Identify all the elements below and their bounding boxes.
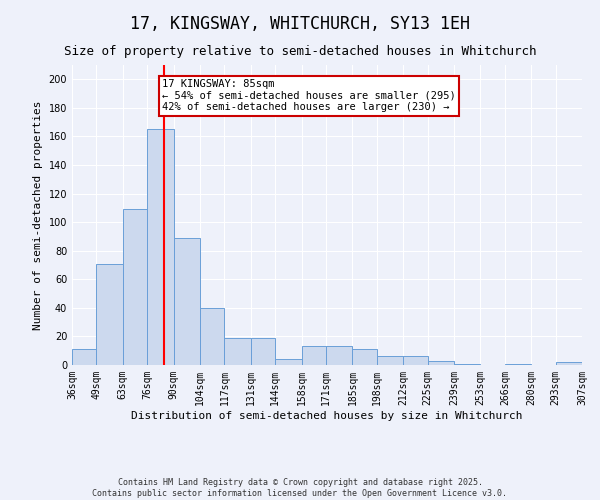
Bar <box>428 360 454 365</box>
Text: 17 KINGSWAY: 85sqm
← 54% of semi-detached houses are smaller (295)
42% of semi-d: 17 KINGSWAY: 85sqm ← 54% of semi-detache… <box>163 80 456 112</box>
Bar <box>275 360 302 365</box>
Bar <box>326 346 352 365</box>
Bar <box>352 350 377 365</box>
Bar <box>224 338 251 365</box>
X-axis label: Distribution of semi-detached houses by size in Whitchurch: Distribution of semi-detached houses by … <box>131 410 523 420</box>
Bar <box>72 350 97 365</box>
Bar <box>556 362 582 365</box>
Bar <box>377 356 403 365</box>
Bar <box>200 308 224 365</box>
Text: 17, KINGSWAY, WHITCHURCH, SY13 1EH: 17, KINGSWAY, WHITCHURCH, SY13 1EH <box>130 15 470 33</box>
Bar <box>505 364 531 365</box>
Bar <box>454 364 481 365</box>
Bar <box>97 264 123 365</box>
Y-axis label: Number of semi-detached properties: Number of semi-detached properties <box>33 100 43 330</box>
Bar <box>147 130 173 365</box>
Bar <box>403 356 428 365</box>
Text: Size of property relative to semi-detached houses in Whitchurch: Size of property relative to semi-detach… <box>64 45 536 58</box>
Bar <box>123 210 147 365</box>
Bar <box>173 238 200 365</box>
Text: Contains HM Land Registry data © Crown copyright and database right 2025.
Contai: Contains HM Land Registry data © Crown c… <box>92 478 508 498</box>
Bar <box>302 346 326 365</box>
Bar <box>251 338 275 365</box>
